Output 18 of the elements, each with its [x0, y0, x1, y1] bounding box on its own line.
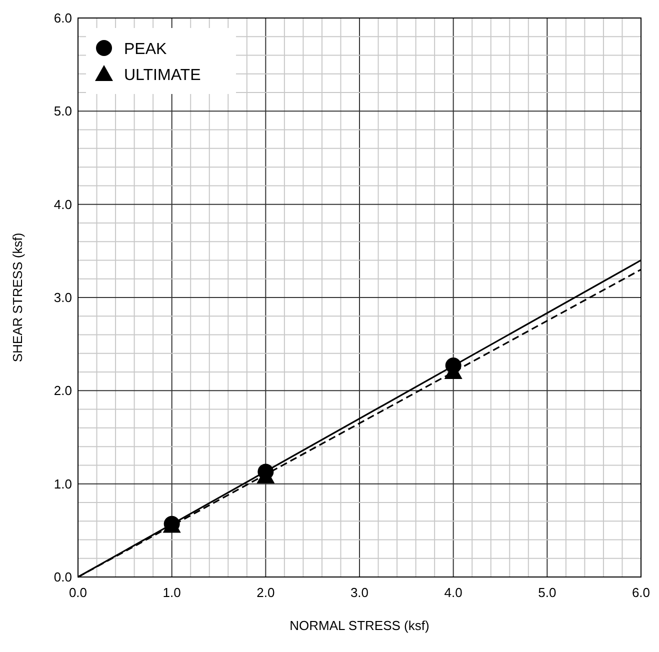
x-tick-label: 6.0	[632, 585, 650, 600]
x-tick-label: 5.0	[538, 585, 556, 600]
y-axis-title: SHEAR STRESS (ksf)	[10, 232, 25, 362]
y-tick-label: 0.0	[54, 570, 72, 584]
x-tick-label: 0.0	[68, 585, 88, 600]
y-tick-label: 5.0	[54, 104, 72, 119]
y-tick-label: 3.0	[54, 290, 72, 305]
x-tick-label: 3.0	[350, 585, 369, 600]
legend-label: ULTIMATE	[124, 67, 201, 84]
y-tick-label: 1.0	[54, 476, 72, 492]
legend-label: PEAK	[124, 41, 168, 58]
x-tick-label: 1.0	[162, 585, 181, 600]
y-tick-label: 4.0	[54, 196, 72, 212]
x-tick-label: 2.0	[256, 585, 275, 600]
x-axis-title: NORMAL STRESS (ksf)	[290, 618, 430, 633]
x-tick-label: 4.0	[444, 585, 462, 600]
y-tick-label: 2.0	[54, 383, 72, 398]
y-tick-label: 6.0	[54, 10, 72, 26]
